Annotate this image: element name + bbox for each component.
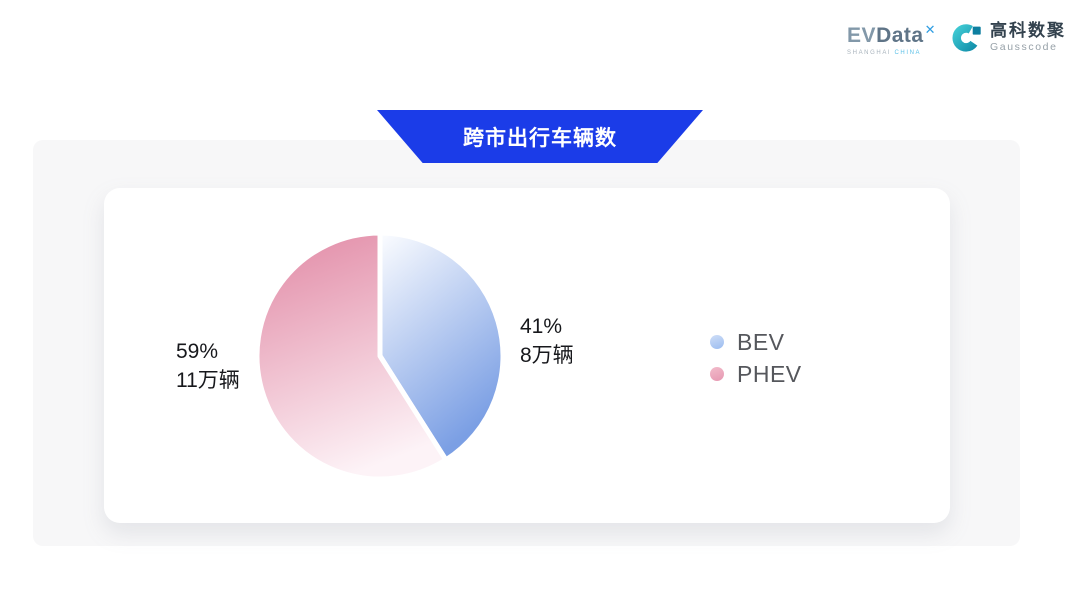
gausscode-g-icon [952, 24, 981, 52]
legend-dot-bev-icon [710, 335, 724, 349]
evdata-x-icon: ✕ [924, 22, 936, 37]
evdata-data-text: Data [876, 24, 924, 47]
legend-label-phev: PHEV [737, 360, 802, 387]
legend-item-phev[interactable]: PHEV [710, 361, 802, 387]
pie-chart [254, 230, 506, 482]
evdata-ev-text: EV [847, 24, 877, 47]
bev-slice-label: 41% 8万辆 [520, 312, 574, 370]
gausscode-en-name: Gausscode [990, 40, 1058, 53]
evdata-subtext-china: CHINA [894, 50, 922, 56]
section-title-banner: 跨市出行车辆数 [377, 110, 703, 163]
phev-percent: 59% [176, 340, 219, 363]
evdata-subtext-shanghai: SHANGHAI [847, 50, 892, 56]
phev-slice-label: 59% 11万辆 [176, 337, 240, 395]
legend-dot-phev-icon [710, 367, 724, 381]
legend-label-bev: BEV [737, 328, 785, 355]
chart-legend: BEV PHEV [710, 329, 802, 387]
gausscode-text: 高科数聚 Gausscode [990, 22, 1066, 53]
header-logos: EVData✕ SHANGHAI CHINA 高科数聚 Gausscode [847, 20, 1066, 56]
chart-card [104, 188, 950, 523]
evdata-logo: EVData✕ SHANGHAI CHINA [847, 20, 936, 56]
section-title: 跨市出行车辆数 [463, 126, 617, 150]
evdata-wordmark: EVData✕ [847, 23, 936, 46]
bev-value: 8万辆 [520, 344, 574, 367]
legend-item-bev[interactable]: BEV [710, 329, 802, 355]
phev-value: 11万辆 [176, 369, 240, 392]
pie-slice-phev[interactable] [254, 230, 449, 482]
gausscode-cn-name: 高科数聚 [990, 20, 1066, 40]
bev-percent: 41% [520, 315, 563, 338]
evdata-subtext: SHANGHAI CHINA [847, 50, 936, 56]
gausscode-logo: 高科数聚 Gausscode [952, 20, 1066, 54]
